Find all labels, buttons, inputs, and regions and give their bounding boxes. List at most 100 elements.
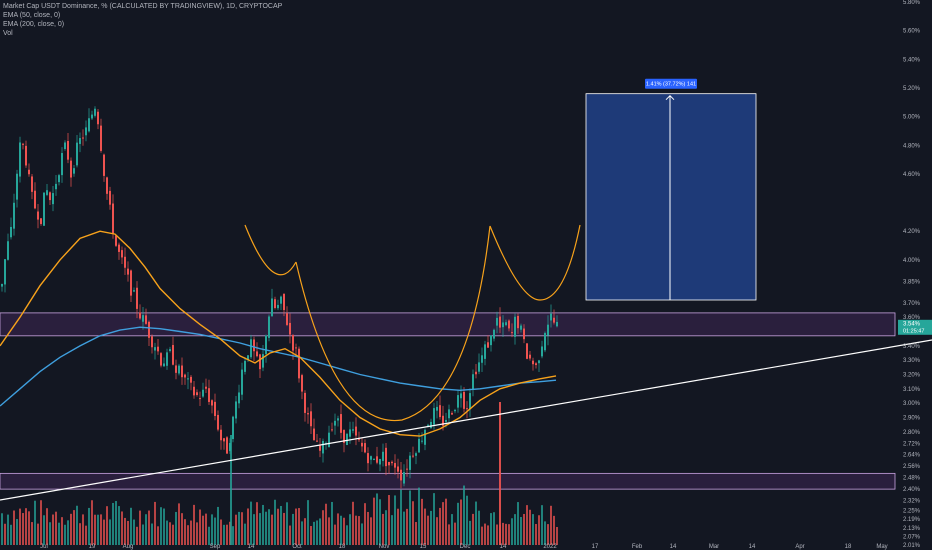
candle-body bbox=[382, 451, 384, 461]
volume-bar bbox=[451, 514, 453, 545]
candle-body bbox=[70, 160, 72, 178]
y-tick-label: 2.90% bbox=[903, 415, 921, 421]
volume-bar bbox=[247, 508, 249, 545]
y-tick-label: 3.60% bbox=[903, 315, 921, 321]
x-tick-label: 17 bbox=[592, 544, 599, 550]
volume-bar bbox=[490, 513, 492, 545]
candle-body bbox=[61, 153, 63, 176]
volume-bar bbox=[79, 523, 81, 545]
candle-body bbox=[28, 169, 30, 175]
candle-body bbox=[475, 371, 477, 375]
x-tick-label: Apr bbox=[795, 544, 804, 550]
volume-bar bbox=[40, 500, 42, 545]
candle-body bbox=[532, 360, 534, 365]
y-tick-label: 2.64% bbox=[903, 453, 921, 459]
candle-body bbox=[460, 393, 462, 399]
volume-bar bbox=[412, 501, 414, 545]
volume-bar bbox=[175, 511, 177, 545]
candle-body bbox=[4, 259, 6, 285]
volume-bar bbox=[553, 515, 555, 545]
candle-body bbox=[433, 408, 435, 425]
candle-body bbox=[178, 365, 180, 374]
volume-bar bbox=[286, 502, 288, 545]
x-axis[interactable]: Jul 19 Aug Sep 14 Oct 18 Nov 15 Dec 14 2022 17 Feb 14 M… bbox=[40, 544, 888, 550]
candle-body bbox=[469, 393, 471, 410]
candle-body bbox=[442, 415, 444, 426]
volume-bar bbox=[469, 520, 471, 545]
volume-bar bbox=[238, 511, 240, 545]
candle-body bbox=[16, 173, 18, 200]
volume-bar bbox=[97, 514, 99, 545]
candle-body bbox=[97, 111, 99, 125]
volume-bar bbox=[16, 519, 18, 545]
volume-bar bbox=[169, 522, 171, 545]
candle-body bbox=[331, 429, 333, 431]
volume-bar bbox=[442, 502, 444, 545]
volume-bar bbox=[184, 519, 186, 545]
volume-bar bbox=[436, 517, 438, 545]
trendline bbox=[0, 339, 932, 501]
x-tick-label: 18 bbox=[845, 544, 852, 550]
x-tick-label: Jul bbox=[40, 544, 48, 550]
x-tick-label: 14 bbox=[749, 544, 756, 550]
ema200-line bbox=[0, 326, 557, 407]
volume-bar bbox=[466, 495, 468, 545]
y-tick-label: 4.80% bbox=[903, 143, 921, 149]
volume-bar bbox=[361, 523, 363, 545]
candle-body bbox=[19, 142, 21, 177]
volume-bar bbox=[304, 518, 306, 545]
volume-bar bbox=[433, 493, 435, 545]
volume-bar bbox=[367, 511, 369, 545]
volume-bar bbox=[136, 526, 138, 545]
ema200-legend: EMA (200, close, 0) bbox=[3, 21, 65, 28]
volume-bar bbox=[313, 521, 315, 545]
volume-bar bbox=[382, 513, 384, 545]
volume-bar bbox=[142, 524, 144, 545]
candle-body bbox=[142, 315, 144, 322]
candle-body bbox=[52, 193, 54, 205]
volume-bar bbox=[214, 517, 216, 545]
x-tick-label: 14 bbox=[248, 544, 255, 550]
candle-body bbox=[553, 317, 555, 323]
candle-body bbox=[58, 175, 60, 183]
candle-body bbox=[115, 235, 117, 246]
volume-bar bbox=[319, 518, 321, 545]
volume-bar bbox=[230, 435, 232, 545]
volume-bar bbox=[421, 498, 423, 545]
volume-bar bbox=[118, 506, 120, 545]
chart-legend: Market Cap USDT Dominance, % (CALCULATED… bbox=[3, 2, 282, 38]
volume-bar bbox=[472, 513, 474, 545]
volume-bar bbox=[193, 504, 195, 545]
y-tick-label: 5.60% bbox=[903, 29, 921, 35]
candle-body bbox=[538, 360, 540, 364]
cup-curve bbox=[295, 225, 491, 422]
volume-bar bbox=[364, 503, 366, 545]
volume-bar bbox=[400, 489, 402, 545]
volume-bar bbox=[331, 501, 333, 545]
candle-body bbox=[481, 355, 483, 363]
volume-bar bbox=[550, 505, 552, 545]
volume-bar bbox=[202, 515, 204, 545]
volume-bar bbox=[289, 525, 291, 545]
candle-body bbox=[73, 168, 75, 174]
y-tick-label: 5.00% bbox=[903, 115, 921, 121]
candle-body bbox=[166, 352, 168, 366]
y-tick-label: 2.72% bbox=[903, 441, 921, 447]
y-tick-label: 2.32% bbox=[903, 499, 921, 505]
volume-bar bbox=[217, 506, 219, 545]
y-tick-label: 4.60% bbox=[903, 172, 921, 178]
volume-bar bbox=[190, 520, 192, 545]
candle-body bbox=[454, 409, 456, 412]
volume-bar bbox=[163, 508, 165, 545]
candle-body bbox=[490, 335, 492, 346]
y-axis[interactable]: 5.80% 5.60% 5.40% 5.20% 5.00% 4.80% 4.60% 4.20%… bbox=[898, 0, 932, 549]
volume-bar bbox=[520, 516, 522, 545]
candle-body bbox=[280, 296, 282, 304]
volume-bar bbox=[538, 515, 540, 545]
candle-body bbox=[223, 438, 225, 442]
candle-body bbox=[127, 268, 129, 275]
candle-body bbox=[463, 391, 465, 409]
volume-bar bbox=[307, 500, 309, 545]
candle-body bbox=[10, 226, 12, 238]
